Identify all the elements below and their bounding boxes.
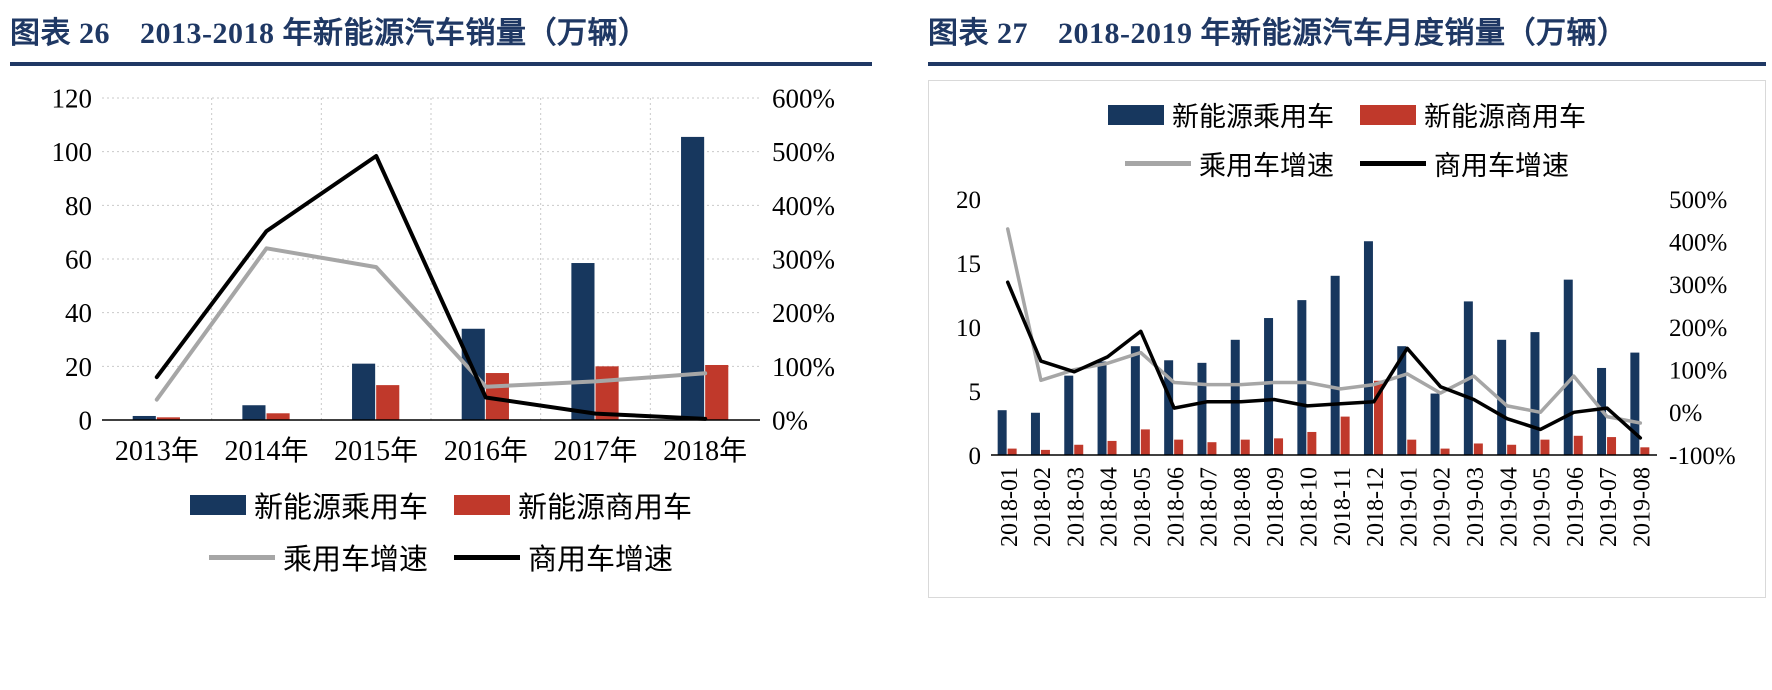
right-chart-canvas: 0 5 10 15 20 -100% 0% 100% 200% 300% 400% 500% 2018-…: [956, 189, 1736, 547]
right-chart-title-text: 2018-2019 年新能源汽车月度销量（万辆）: [1058, 17, 1628, 50]
svg-text:500%: 500%: [772, 137, 835, 167]
svg-text:15: 15: [956, 251, 981, 278]
svg-text:2018-01: 2018-01: [997, 467, 1023, 547]
svg-text:2018-08: 2018-08: [1230, 467, 1256, 547]
legend-item-passenger-bar: 新能源乘用车: [189, 484, 428, 526]
legend-label-commercial-bar: 新能源商用车: [1424, 102, 1586, 132]
svg-text:2018-12: 2018-12: [1363, 467, 1389, 547]
svg-text:-100%: -100%: [1669, 443, 1736, 470]
svg-text:400%: 400%: [772, 191, 835, 221]
svg-text:200%: 200%: [772, 298, 835, 328]
svg-text:40: 40: [65, 298, 92, 328]
legend-item-commercial-bar: 新能源商用车: [454, 484, 692, 526]
svg-text:2019-08: 2019-08: [1629, 467, 1655, 547]
svg-text:2018-07: 2018-07: [1197, 467, 1223, 547]
passenger-line-swatch-icon: [208, 554, 275, 560]
right-chart-title: 图表 27 2018-2019 年新能源汽车月度销量（万辆）: [928, 8, 1766, 52]
svg-text:300%: 300%: [772, 244, 835, 274]
left-legend-row-lines: 乘用车增速 商用车增速: [208, 536, 673, 578]
svg-text:2019-06: 2019-06: [1563, 467, 1589, 547]
left-chart-canvas: 0 20 40 60 80 100 120 0% 100% 200% 300% 400% 500% 600…: [52, 83, 836, 467]
svg-text:2018-02: 2018-02: [1030, 467, 1056, 547]
legend-item-commercial-line: 商用车增速: [1360, 144, 1569, 183]
svg-text:20: 20: [65, 352, 92, 382]
commercial-line-swatch-icon: [454, 554, 520, 560]
svg-text:100%: 100%: [772, 352, 835, 382]
right-legend-row-lines: 乘用车增速 商用车增速: [1125, 144, 1569, 183]
svg-text:2018-10: 2018-10: [1296, 467, 1322, 547]
legend-item-commercial-bar: 新能源商用车: [1360, 95, 1586, 134]
left-title-rule: [10, 62, 872, 66]
legend-label-passenger-line: 乘用车增速: [1199, 151, 1334, 181]
svg-text:2018-05: 2018-05: [1130, 467, 1156, 547]
passenger-bar-swatch-icon: [189, 495, 246, 515]
passenger-line-swatch-icon: [1125, 161, 1191, 166]
svg-text:2018-03: 2018-03: [1063, 467, 1089, 547]
svg-text:2015年: 2015年: [334, 435, 418, 467]
svg-text:20: 20: [956, 189, 981, 214]
commercial-bar-swatch-icon: [454, 495, 510, 515]
svg-text:2019-02: 2019-02: [1430, 467, 1456, 547]
svg-text:0: 0: [79, 405, 93, 435]
right-legend-row-bars: 新能源乘用车 新能源商用车: [1108, 95, 1586, 134]
passenger-bar-swatch-icon: [1108, 104, 1164, 125]
svg-text:2018年: 2018年: [663, 435, 747, 467]
svg-text:2019-07: 2019-07: [1596, 467, 1622, 547]
legend-item-passenger-bar: 新能源乘用车: [1108, 95, 1334, 134]
svg-text:200%: 200%: [1669, 315, 1727, 342]
svg-text:2019-01: 2019-01: [1396, 467, 1422, 547]
legend-label-commercial-line: 商用车增速: [528, 544, 674, 576]
left-chart-title: 图表 26 2013-2018 年新能源汽车销量（万辆）: [10, 8, 872, 52]
svg-text:0%: 0%: [1669, 400, 1702, 427]
svg-text:2017年: 2017年: [553, 435, 637, 467]
right-chart-title-index: 图表 27: [928, 17, 1028, 50]
svg-text:600%: 600%: [772, 83, 835, 113]
svg-text:100: 100: [52, 137, 93, 167]
svg-text:2016年: 2016年: [444, 435, 528, 467]
left-chart-title-text: 2013-2018 年新能源汽车销量（万辆）: [140, 17, 649, 50]
svg-text:120: 120: [52, 83, 93, 113]
legend-item-passenger-line: 乘用车增速: [208, 536, 428, 578]
left-chart-title-index: 图表 26: [10, 17, 110, 50]
svg-text:10: 10: [956, 315, 981, 342]
svg-text:2018-09: 2018-09: [1263, 467, 1289, 547]
svg-text:500%: 500%: [1669, 189, 1727, 214]
right-chart-panel: 图表 27 2018-2019 年新能源汽车月度销量（万辆） 新能源乘用车 新能源…: [928, 8, 1766, 598]
svg-text:2019-04: 2019-04: [1496, 467, 1522, 547]
right-title-rule: [928, 62, 1766, 66]
legend-item-commercial-line: 商用车增速: [454, 536, 673, 578]
svg-text:2018-11: 2018-11: [1330, 467, 1356, 546]
left-legend-row-bars: 新能源乘用车 新能源商用车: [189, 484, 692, 526]
right-chart-frame: 新能源乘用车 新能源商用车 乘用车增速 商用车增速 0 5 10 15 20 -100% 0…: [928, 80, 1766, 598]
svg-text:300%: 300%: [1669, 272, 1727, 299]
left-chart-legend: 新能源乘用车 新能源商用车 乘用车增速 商用车增速: [10, 484, 872, 578]
svg-text:2014年: 2014年: [224, 435, 308, 467]
svg-text:0%: 0%: [772, 405, 808, 435]
svg-text:2013年: 2013年: [115, 435, 199, 467]
legend-label-passenger-bar: 新能源乘用车: [1172, 102, 1334, 132]
svg-text:2018-04: 2018-04: [1097, 467, 1123, 547]
left-chart-panel: 图表 26 2013-2018 年新能源汽车销量（万辆） 0 20 40 60 80 100…: [10, 8, 872, 578]
svg-text:0: 0: [969, 443, 982, 470]
svg-text:2019-05: 2019-05: [1530, 467, 1556, 547]
svg-text:2019-03: 2019-03: [1463, 467, 1489, 547]
svg-text:60: 60: [65, 244, 92, 274]
svg-text:2018-06: 2018-06: [1163, 467, 1189, 547]
legend-label-passenger-line: 乘用车增速: [282, 544, 428, 576]
commercial-bar-swatch-icon: [1360, 104, 1416, 125]
legend-label-commercial-line: 商用车增速: [1434, 151, 1569, 181]
legend-label-commercial-bar: 新能源商用车: [518, 492, 693, 524]
commercial-line-swatch-icon: [1360, 161, 1426, 166]
legend-item-passenger-line: 乘用车增速: [1125, 144, 1334, 183]
svg-text:80: 80: [65, 191, 92, 221]
right-chart-legend: 新能源乘用车 新能源商用车 乘用车增速 商用车增速: [937, 95, 1757, 183]
svg-text:5: 5: [969, 379, 982, 406]
legend-label-passenger-bar: 新能源乘用车: [253, 492, 428, 524]
svg-text:100%: 100%: [1669, 357, 1727, 384]
svg-text:400%: 400%: [1669, 229, 1727, 256]
